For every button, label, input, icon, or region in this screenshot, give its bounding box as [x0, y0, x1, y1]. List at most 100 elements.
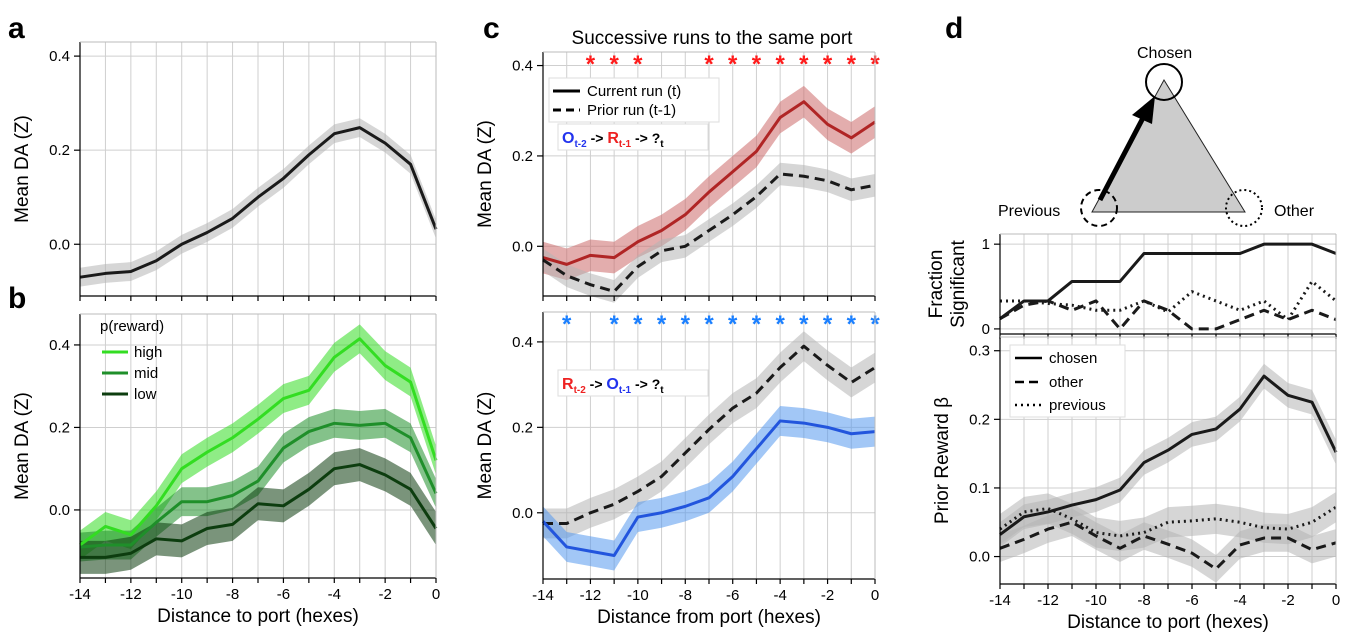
significance-star: *: [633, 51, 643, 78]
annotation-box: [557, 123, 709, 151]
x-tick-label: -12: [120, 586, 142, 603]
x-axis-label: Distance from port (hexes): [597, 607, 821, 628]
significance-star: *: [775, 311, 785, 338]
chart-title: Successive runs to the same port: [572, 28, 854, 49]
sequence-annotation-top: Ot-2 -> Rt-1 -> ?t: [557, 123, 709, 151]
y-tick-label: 0.0: [49, 236, 70, 253]
legend-title: p(reward): [100, 318, 164, 335]
y-axis-label: Mean DA (Z): [12, 392, 33, 500]
series-line-current-run-t-: [542, 100, 876, 266]
y-tick-label: 0.1: [969, 480, 990, 497]
significance-star: *: [633, 311, 643, 338]
significance-star: *: [609, 51, 619, 78]
significance-star: *: [847, 311, 857, 338]
legend-label-chosen: chosen: [1049, 350, 1097, 367]
legend-label-mid: mid: [134, 365, 158, 382]
chart-panel-b: 0.0 0.2 0.4 -14 -12 -10 -8 -6 -4 -2 0 Distance to p…: [12, 313, 440, 627]
x-tick-label: -10: [1085, 592, 1107, 609]
chart-panel-d-bottom: 0.0 0.1 0.2 0.3 -14 -12 -10 -8 -6 -4 -2 0 Distance t…: [932, 336, 1340, 633]
x-tick-label: -4: [328, 586, 341, 603]
significance-star: *: [752, 51, 762, 78]
x-axis-label: Distance to port (hexes): [157, 606, 359, 627]
x-tick-label: -6: [1185, 592, 1198, 609]
series-line: [79, 126, 438, 279]
series-line-mid: [79, 421, 438, 549]
y-tick-label: 0.4: [512, 334, 533, 351]
y-axis-label: Prior Reward β: [932, 397, 953, 524]
y-tick-label: 0.2: [969, 411, 990, 428]
x-axis-label: Distance to port (hexes): [1067, 612, 1269, 633]
significance-star: *: [752, 311, 762, 338]
x-tick-label: -10: [627, 587, 649, 604]
confidence-band: [543, 162, 875, 303]
significance-star: *: [823, 311, 833, 338]
y-axis-label: Mean DA (Z): [475, 392, 496, 500]
other-label: Other: [1274, 203, 1315, 220]
significance-star: *: [728, 311, 738, 338]
y-tick-label: 0.3: [969, 343, 990, 360]
x-tick-label: -10: [171, 586, 193, 603]
series-line-chosen: [999, 242, 1337, 320]
chart-panel-d-top: 0 1 FractionSignificant: [926, 233, 1337, 339]
panel-label-b: b: [8, 282, 26, 315]
series-line-prior-run-t-1-: [542, 172, 876, 293]
chosen-port-circle: [1145, 63, 1183, 101]
confidence-band: [543, 405, 875, 571]
panel-label-c: c: [483, 12, 500, 45]
series-line-other: [999, 299, 1337, 331]
y-tick-label: 0.4: [49, 337, 70, 354]
series-line-previous: [1000, 279, 1337, 322]
significance-star: *: [775, 51, 785, 78]
legend-label-high: high: [134, 344, 162, 361]
y-tick-label: 0.2: [512, 148, 533, 165]
chart-panel-c-bottom: * * * * * * * * * * * * *0.00.20.4-14 -12 -10 -8 -6 -4 -2 0…: [475, 311, 880, 628]
x-tick-label: 0: [1332, 592, 1340, 609]
annotation-text: Ot-2 -> Rt-1 -> ?t: [562, 130, 664, 150]
significance-star: *: [799, 311, 809, 338]
chosen-label: Chosen: [1137, 45, 1192, 62]
y-tick-label: 0: [982, 321, 990, 338]
x-tick-label: -8: [679, 587, 692, 604]
y-tick-label: 0.2: [512, 419, 533, 436]
transition-arrow-shaft: [1097, 114, 1147, 202]
legend-d-bottom: chosen other previous: [1009, 344, 1126, 418]
x-tick-label: -2: [821, 587, 834, 604]
x-tick-label: 0: [432, 586, 440, 603]
y-tick-label: 0.4: [49, 48, 70, 65]
annotation-box: [557, 369, 709, 397]
significance-star: *: [847, 51, 857, 78]
x-tick-label: -14: [989, 592, 1011, 609]
legend-label-low: low: [134, 386, 157, 403]
series-line-high: [79, 337, 438, 547]
previous-port-circle: [1080, 189, 1118, 227]
other-port-circle: [1225, 189, 1263, 227]
significance-star: *: [609, 311, 619, 338]
significance-star: *: [728, 51, 738, 78]
significance-star: *: [586, 51, 596, 78]
chart-panel-a: 0.0 0.2 0.4 Mean DA (Z): [12, 41, 438, 301]
significance-star: *: [704, 311, 714, 338]
confidence-band: [543, 85, 875, 281]
x-tick-label: -12: [1037, 592, 1059, 609]
y-tick-label: 0.0: [49, 502, 70, 519]
x-tick-label: -8: [1137, 592, 1150, 609]
y-tick-label: 1: [982, 236, 990, 253]
legend-label-prior: Prior run (t-1): [587, 102, 676, 119]
significance-star: *: [799, 51, 809, 78]
transition-arrow-head: [1132, 96, 1155, 124]
port-triangle-diagram: Chosen Previous Other: [998, 45, 1315, 227]
x-tick-label: -14: [532, 587, 554, 604]
significance-star: *: [657, 311, 667, 338]
y-axis-label: Mean DA (Z): [475, 120, 496, 228]
x-tick-label: -4: [1233, 592, 1246, 609]
confidence-band: [1000, 492, 1336, 552]
series-line-chosen: [999, 374, 1338, 536]
y-axis-label: FractionSignificant: [926, 239, 969, 327]
legend-label-current: Current run (t): [587, 83, 681, 100]
legend-box: [548, 77, 720, 123]
x-tick-label: -2: [378, 586, 391, 603]
y-tick-label: 0.0: [512, 505, 533, 522]
annotation-text: Rt-2 -> Ot-1 -> ?t: [562, 376, 664, 396]
